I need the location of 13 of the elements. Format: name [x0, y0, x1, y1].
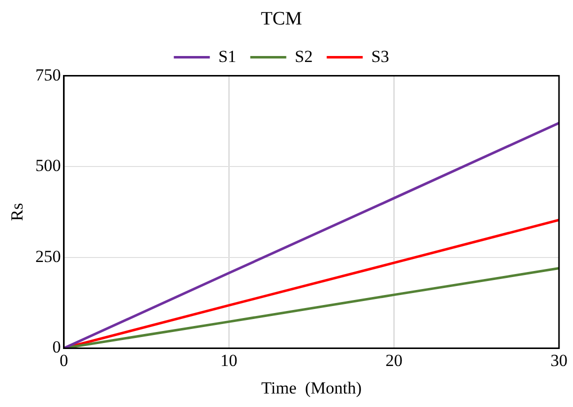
legend-label: S3 [371, 46, 390, 66]
y-tick-label: 750 [35, 65, 61, 84]
chart-title: TCM [260, 8, 302, 30]
x-axis-title: Time (Month) [261, 378, 362, 398]
y-tick-label: 0 [52, 338, 61, 357]
y-axis-title: Rs [8, 203, 27, 221]
x-tick-label: 20 [385, 350, 402, 370]
legend-label: S1 [218, 46, 236, 66]
y-tick-label: 250 [35, 246, 61, 266]
x-tick-label: 10 [220, 350, 238, 370]
x-tick-label: 30 [550, 350, 568, 370]
y-tick-label: 500 [35, 156, 61, 176]
legend-label: S2 [294, 46, 313, 66]
